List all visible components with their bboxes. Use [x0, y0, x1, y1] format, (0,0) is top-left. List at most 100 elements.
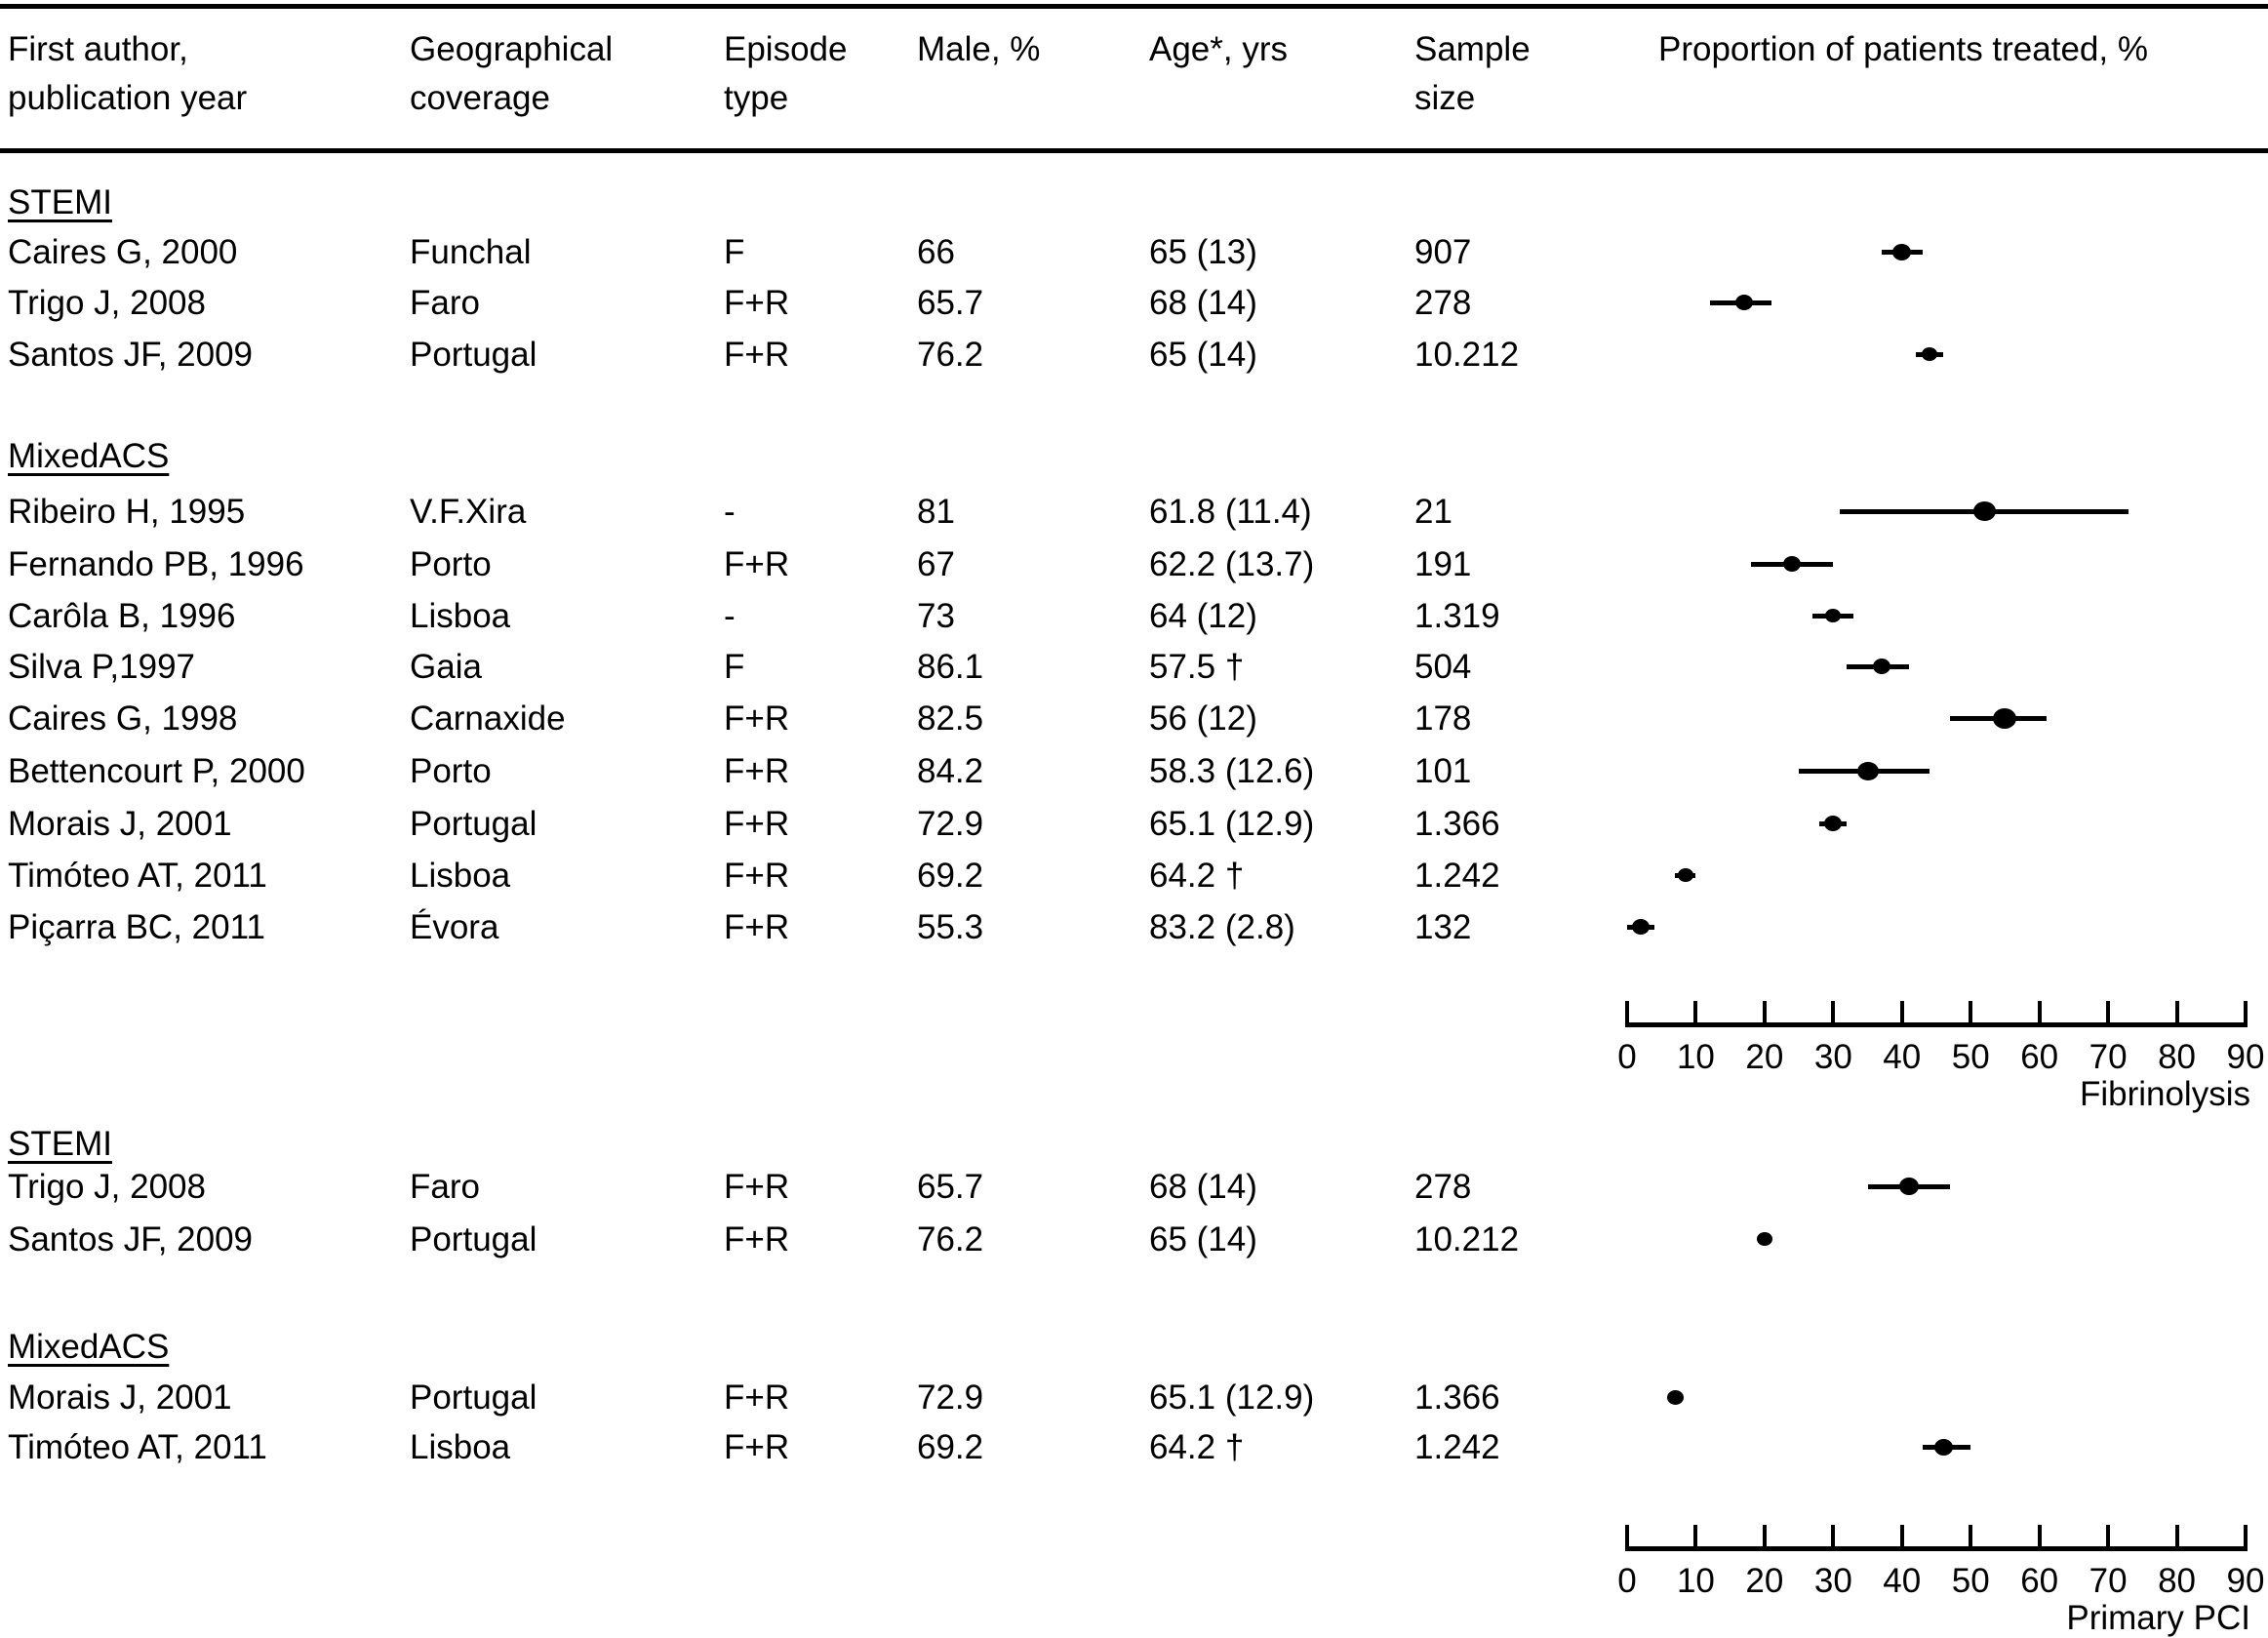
episode-cell: F: [724, 648, 745, 686]
point-estimate-marker: [1783, 556, 1802, 572]
author-cell: Trigo J, 2008: [8, 284, 206, 322]
group-label: STEMI: [8, 183, 112, 221]
point-estimate-marker: [1921, 347, 1937, 361]
author-cell: Trigo J, 2008: [8, 1168, 206, 1206]
age-cell: 68 (14): [1149, 1168, 1257, 1206]
male-cell: 66: [917, 233, 955, 271]
axis-tick-label: 80: [2158, 1038, 2197, 1076]
author-cell: Caires G, 1998: [8, 699, 238, 738]
point-estimate-marker: [1898, 1178, 1919, 1195]
group-label: STEMI: [8, 1125, 112, 1163]
author-cell: Caires G, 2000: [8, 233, 238, 271]
male-cell: 72.9: [917, 805, 984, 843]
sample-cell: 21: [1414, 493, 1452, 531]
axis-tick: [1899, 1525, 1904, 1546]
author-cell: Piçarra BC, 2011: [8, 908, 265, 946]
male-cell: 67: [917, 545, 955, 583]
sample-cell: 1.319: [1414, 597, 1500, 635]
geo-cell: Faro: [410, 1168, 480, 1206]
male-cell: 84.2: [917, 752, 984, 790]
column-header-male: Male, %: [917, 30, 1041, 68]
top-rule: [0, 4, 2268, 9]
age-cell: 64.2 †: [1149, 857, 1245, 895]
point-estimate-marker: [1856, 761, 1879, 780]
sample-cell: 191: [1414, 545, 1472, 583]
axis-tick-label: 20: [1745, 1038, 1784, 1076]
geo-cell: Évora: [410, 908, 499, 946]
male-cell: 65.7: [917, 284, 984, 322]
sample-cell: 10.212: [1414, 1220, 1520, 1258]
male-cell: 73: [917, 597, 955, 635]
episode-cell: F+R: [724, 1378, 790, 1417]
axis-tick: [1693, 1001, 1698, 1022]
column-header-geography: Geographical coverage: [410, 30, 614, 117]
axis-tick: [2174, 1001, 2179, 1022]
sample-cell: 101: [1414, 752, 1472, 790]
x-axis-line: [1625, 1546, 2248, 1551]
episode-cell: F: [724, 233, 745, 271]
axis-tick-label: 0: [1617, 1562, 1637, 1600]
author-cell: Timóteo AT, 2011: [8, 1428, 267, 1466]
axis-tick-label: 80: [2158, 1562, 2197, 1600]
axis-tick: [1693, 1525, 1698, 1546]
geo-cell: Portugal: [410, 336, 537, 374]
episode-cell: F+R: [724, 1428, 790, 1466]
age-cell: 65.1 (12.9): [1149, 1378, 1315, 1417]
point-estimate-marker: [1756, 1232, 1772, 1246]
sample-cell: 1.242: [1414, 857, 1500, 895]
axis-tick: [1899, 1001, 1904, 1022]
episode-cell: F+R: [724, 545, 790, 583]
age-cell: 64 (12): [1149, 597, 1257, 635]
age-cell: 65 (14): [1149, 1220, 1257, 1258]
column-header-age: Age*, yrs: [1149, 30, 1288, 68]
axis-tick: [1969, 1001, 1973, 1022]
axis-tick-label: 0: [1617, 1038, 1637, 1076]
point-estimate-marker: [1632, 919, 1651, 935]
author-cell: Silva P,1997: [8, 648, 196, 686]
axis-tick-label: 10: [1676, 1038, 1715, 1076]
axis-tick: [2244, 1001, 2248, 1022]
male-cell: 76.2: [917, 336, 984, 374]
author-cell: Ribeiro H, 1995: [8, 493, 246, 531]
point-estimate-marker: [1933, 1438, 1953, 1456]
geo-cell: Faro: [410, 284, 480, 322]
column-header-sample: Sample size: [1414, 30, 1531, 117]
male-cell: 81: [917, 493, 955, 531]
episode-cell: F+R: [724, 857, 790, 895]
axis-tick: [1831, 1001, 1836, 1022]
male-cell: 55.3: [917, 908, 984, 946]
point-estimate-marker: [1892, 243, 1912, 260]
axis-tick-label: 40: [1883, 1038, 1922, 1076]
male-cell: 69.2: [917, 857, 984, 895]
axis-tick-label: 60: [2020, 1562, 2059, 1600]
geo-cell: Porto: [410, 545, 492, 583]
axis-tick: [1625, 1525, 1629, 1546]
geo-cell: Funchal: [410, 233, 532, 271]
age-cell: 57.5 †: [1149, 648, 1245, 686]
sample-cell: 907: [1414, 233, 1472, 271]
point-estimate-marker: [1666, 1389, 1684, 1405]
point-estimate-marker: [1824, 816, 1843, 831]
axis-tick-label: 10: [1676, 1562, 1715, 1600]
age-cell: 56 (12): [1149, 699, 1257, 738]
x-axis-line: [1625, 1022, 2248, 1027]
axis-tick-label: 70: [2089, 1562, 2128, 1600]
sample-cell: 1.242: [1414, 1428, 1500, 1466]
male-cell: 82.5: [917, 699, 984, 738]
male-cell: 86.1: [917, 648, 984, 686]
sample-cell: 504: [1414, 648, 1472, 686]
axis-tick: [2106, 1525, 2111, 1546]
male-cell: 76.2: [917, 1220, 984, 1258]
sample-cell: 1.366: [1414, 1378, 1500, 1417]
axis-tick: [1625, 1001, 1629, 1022]
point-estimate-marker: [1677, 868, 1693, 882]
treatment-label-primary-pci: Primary PCI: [2066, 1599, 2250, 1637]
author-cell: Morais J, 2001: [8, 1378, 232, 1417]
age-cell: 61.8 (11.4): [1149, 493, 1312, 531]
author-cell: Santos JF, 2009: [8, 1220, 253, 1258]
geo-cell: Portugal: [410, 805, 537, 843]
male-cell: 65.7: [917, 1168, 984, 1206]
geo-cell: Gaia: [410, 648, 482, 686]
author-cell: Fernando PB, 1996: [8, 545, 304, 583]
